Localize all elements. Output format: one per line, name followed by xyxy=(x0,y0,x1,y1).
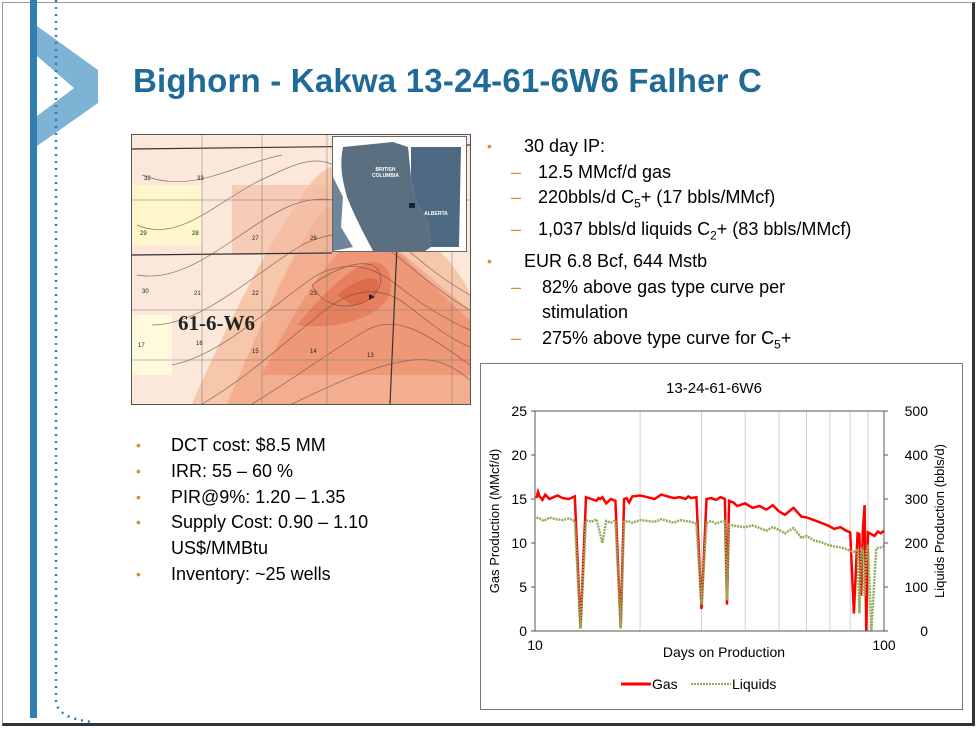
section-number: 28 xyxy=(192,231,199,237)
section-number: 33 xyxy=(197,176,204,182)
legend-gas-label: Gas xyxy=(652,676,678,692)
well-marker-icon xyxy=(369,294,375,300)
chevron-icon xyxy=(37,26,98,146)
list-item: – 12.5 MMcf/d gas xyxy=(487,160,851,186)
plot-area xyxy=(534,410,885,632)
y-tick-label: 15 xyxy=(511,491,527,507)
bullet-icon: • xyxy=(136,462,141,479)
slide-decoration xyxy=(30,0,98,724)
township-label: 61-6-W6 xyxy=(178,311,255,335)
y-axis-title: Gas Production (MMcf/d) xyxy=(487,449,502,594)
contour-map: 33 32 27 28 29 26 30 23 22 21 17 16 15 1… xyxy=(131,134,471,405)
y2-tick-label: 200 xyxy=(905,535,929,551)
section-number: 17 xyxy=(138,343,145,349)
y2-tick-label: 100 xyxy=(905,579,929,595)
section-number: 14 xyxy=(310,349,317,355)
dash-icon: – xyxy=(511,327,522,348)
y-tick-label: 20 xyxy=(511,447,527,463)
inset-graphic xyxy=(333,142,461,251)
list-item: • IRR: 55 – 60 % xyxy=(136,459,368,485)
list-item: • Inventory: ~25 wells xyxy=(136,562,368,588)
production-chart-svg: 13-24-61-6W6 0 5 10 15 20 25 0 100 200 300 400 500 1… xyxy=(487,380,947,692)
slide-title: Bighorn - Kakwa 13-24-61-6W6 Falher C xyxy=(133,62,763,99)
dotted-curve xyxy=(54,699,93,724)
list-item-continuation: US$/MMBtu xyxy=(171,538,269,559)
bullet-icon: • xyxy=(487,253,492,270)
section-number: 16 xyxy=(196,341,203,347)
production-chart: 13-24-61-6W6 0 5 10 15 20 25 0 100 200 300 400 500 1… xyxy=(480,363,963,710)
list-item: – 220bbls/d C5+ (17 bbls/MMcf) xyxy=(511,187,776,211)
bullet-icon: • xyxy=(136,565,141,582)
y-tick-label: 25 xyxy=(511,403,527,419)
section-number: 32 xyxy=(144,176,151,182)
bullet-icon: • xyxy=(136,437,141,453)
section-number: 29 xyxy=(140,231,147,237)
list-item: – 82% above gas type curve per xyxy=(487,275,851,301)
bullet-icon: • xyxy=(136,488,141,505)
y2-tick-label: 300 xyxy=(905,491,929,507)
section-number: 15 xyxy=(252,349,259,355)
accent-bar xyxy=(30,0,37,718)
y2-tick-label: 0 xyxy=(920,623,928,639)
series-line-liquids xyxy=(536,516,885,632)
x-tick-label: 10 xyxy=(527,637,543,653)
y-tick-label: 0 xyxy=(519,623,527,639)
dash-icon: – xyxy=(511,276,522,297)
ip-bullet-list: • 30 day IP: – 12.5 MMcf/d gas – 220bbls… xyxy=(487,134,851,358)
bullet-icon: • xyxy=(487,138,492,154)
list-item: • 30 day IP: xyxy=(487,134,851,160)
list-item: • PIR@9%: 1.20 – 1.35 xyxy=(136,485,368,511)
section-number: 13 xyxy=(367,353,374,359)
dash-icon: – xyxy=(511,187,522,207)
list-item: • DCT cost: $8.5 MM xyxy=(136,433,368,459)
economics-bullet-list: • DCT cost: $8.5 MM • IRR: 55 – 60 % • P… xyxy=(136,433,368,588)
legend-liquids-label: Liquids xyxy=(732,676,776,692)
list-item: – 275% above type curve for C5+ xyxy=(511,327,792,352)
dash-icon: – xyxy=(511,161,522,182)
section-number: 23 xyxy=(310,291,317,297)
y2-tick-label: 500 xyxy=(905,403,929,419)
y2-tick-label: 400 xyxy=(905,447,929,463)
section-number: 26 xyxy=(310,236,317,242)
chart-legend: Gas Liquids xyxy=(621,676,776,692)
chart-title: 13-24-61-6W6 xyxy=(666,380,762,397)
list-item-continuation: stimulation xyxy=(542,302,629,323)
section-number: 22 xyxy=(252,291,259,297)
x-axis-title: Days on Production xyxy=(663,644,785,660)
section-number: 21 xyxy=(194,291,201,297)
inset-label-bc: BRITISH COLUMBIA xyxy=(372,167,399,179)
y-tick-label: 5 xyxy=(519,579,527,595)
bullet-icon: • xyxy=(136,514,141,531)
y2-axis-title: Liquids Production (bbls/d) xyxy=(932,444,947,598)
series-line-gas xyxy=(535,487,885,632)
section-number: 30 xyxy=(142,289,149,295)
inset-label-ab: ALBERTA xyxy=(424,211,448,217)
list-item: – 1,037 bbls/d liquids C2+ (83 bbls/MMcf… xyxy=(511,219,852,243)
x-tick-label: 100 xyxy=(872,637,896,653)
section-number: 27 xyxy=(252,236,259,242)
dash-icon: – xyxy=(511,219,522,240)
list-item: • Supply Cost: 0.90 – 1.10 xyxy=(136,510,368,536)
location-inset-map: BRITISH COLUMBIA ALBERTA xyxy=(332,136,467,252)
y-tick-label: 10 xyxy=(511,535,527,551)
list-item: • EUR 6.8 Bcf, 644 Mstb xyxy=(487,249,851,275)
